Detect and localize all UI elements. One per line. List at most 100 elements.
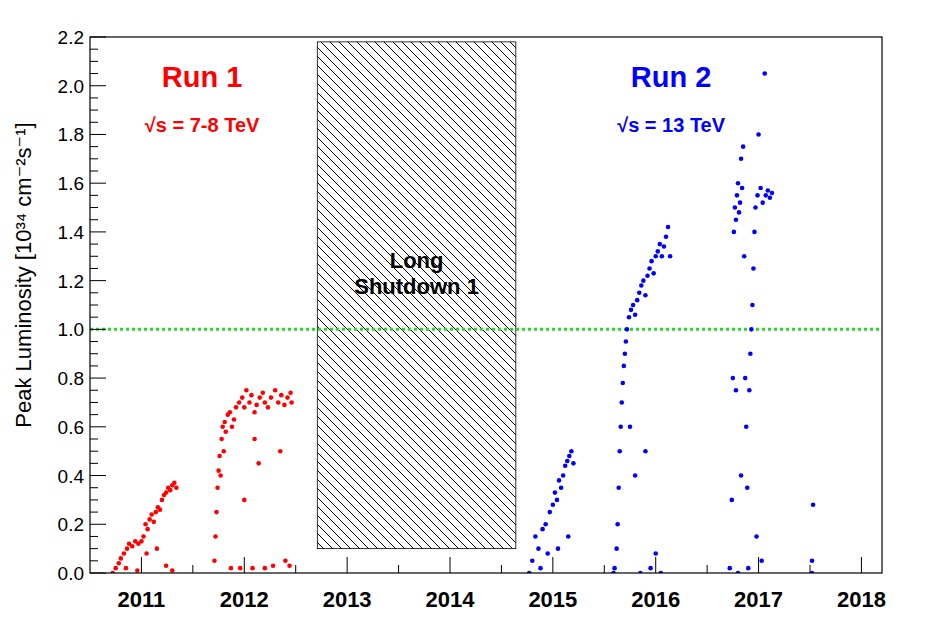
y-minor-tick (90, 219, 98, 220)
point (223, 429, 228, 434)
point (139, 539, 144, 544)
point (745, 485, 750, 490)
point (749, 327, 754, 332)
point (621, 381, 626, 386)
point (734, 217, 739, 222)
y-tick-label: 0.8 (58, 368, 84, 389)
point (553, 490, 558, 495)
point (216, 468, 221, 473)
point (736, 181, 741, 186)
point (242, 405, 247, 410)
y-minor-tick (90, 158, 98, 159)
y-tick-label: 2.2 (58, 27, 84, 48)
y-tick (90, 524, 106, 525)
point (759, 559, 764, 564)
point (633, 473, 638, 478)
y-tick (90, 134, 106, 135)
y-tick-label: 1.2 (58, 271, 84, 292)
series-annotation: √s = 13 TeV (617, 114, 726, 136)
point (637, 291, 642, 296)
point (154, 510, 159, 515)
point (735, 193, 740, 198)
y-minor-tick (90, 146, 98, 147)
point (220, 425, 225, 430)
point (762, 71, 767, 76)
series-name: Run 1 (162, 61, 243, 93)
point (221, 449, 226, 454)
point (643, 449, 648, 454)
point (649, 259, 654, 264)
point (155, 546, 160, 551)
point (768, 196, 773, 201)
point (571, 461, 576, 466)
point (278, 449, 283, 454)
point (664, 234, 669, 239)
point (733, 205, 738, 210)
point (643, 293, 648, 298)
point (540, 527, 545, 532)
y-minor-tick (90, 353, 98, 354)
y-minor-tick (90, 49, 98, 50)
point (212, 559, 217, 564)
point (623, 351, 628, 356)
y-tick-label: 1.8 (58, 124, 84, 145)
point (143, 522, 148, 527)
point (557, 478, 562, 483)
point (738, 200, 743, 205)
point (250, 566, 255, 571)
point (261, 390, 266, 395)
y-minor-tick (90, 365, 98, 366)
y-minor-tick (90, 499, 98, 500)
point (647, 266, 652, 271)
y-axis-label: Peak Luminosity [10³⁴ cm⁻²s⁻¹] (11, 122, 36, 427)
point (545, 551, 550, 556)
point (751, 266, 756, 271)
point (229, 566, 234, 571)
point (559, 485, 564, 490)
x-tick-label: 2017 (734, 587, 783, 612)
point (660, 254, 665, 259)
point (536, 546, 541, 551)
point (744, 425, 749, 430)
point (551, 502, 556, 507)
point (622, 364, 627, 369)
y-tick (90, 378, 106, 379)
y-minor-tick (90, 390, 98, 391)
point (760, 200, 765, 205)
point (555, 498, 560, 503)
point (619, 400, 624, 405)
point (271, 563, 276, 568)
background (0, 0, 940, 639)
point (168, 488, 173, 493)
point (747, 388, 752, 393)
point (533, 534, 538, 539)
point (740, 186, 745, 191)
x-minor-tick (398, 565, 399, 573)
point (628, 425, 633, 430)
point (614, 546, 619, 551)
series-1 (527, 71, 815, 573)
y-minor-tick (90, 110, 98, 111)
point (563, 464, 568, 469)
point (639, 283, 644, 288)
reference-line (90, 328, 882, 331)
point (625, 327, 630, 332)
point (263, 566, 268, 571)
y-tick-label: 2.0 (58, 76, 84, 97)
point (730, 498, 735, 503)
point (244, 388, 249, 393)
x-tick (861, 557, 862, 573)
y-tick (90, 329, 106, 330)
point (214, 510, 219, 515)
point (648, 566, 653, 571)
point (662, 244, 667, 249)
point (615, 522, 620, 527)
y-minor-tick (90, 536, 98, 537)
point (561, 473, 566, 478)
point (288, 390, 293, 395)
point (285, 395, 290, 400)
x-minor-tick (810, 565, 811, 573)
point (538, 566, 543, 571)
point (618, 425, 623, 430)
y-tick-label: 1.0 (58, 319, 84, 340)
